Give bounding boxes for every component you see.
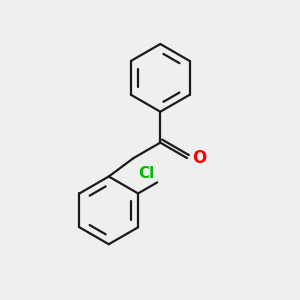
Text: Cl: Cl bbox=[138, 166, 154, 181]
Text: O: O bbox=[192, 149, 207, 167]
